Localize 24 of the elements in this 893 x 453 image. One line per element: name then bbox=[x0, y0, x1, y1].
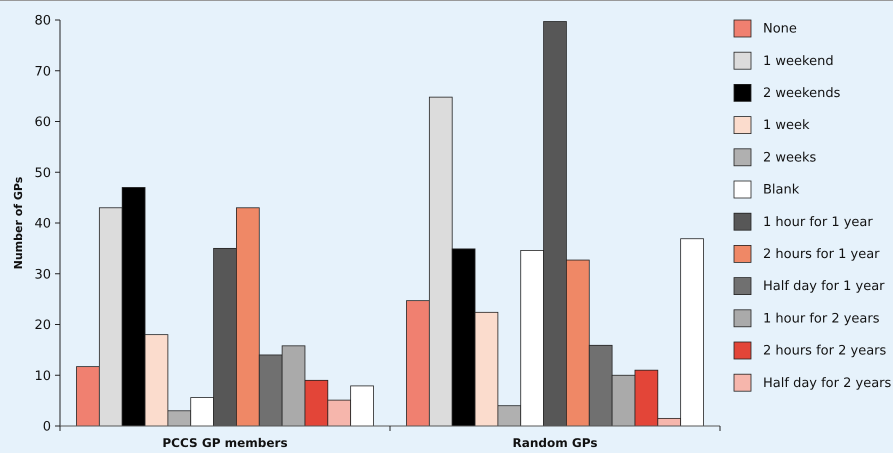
legend-label: 1 hour for 2 years bbox=[763, 311, 880, 326]
legend-label: Half day for 1 year bbox=[763, 279, 886, 294]
y-tick-label: 60 bbox=[34, 115, 51, 130]
y-tick-label: 40 bbox=[34, 216, 51, 232]
legend-label: 2 hours for 1 year bbox=[763, 246, 880, 262]
legend-label: 2 weekends bbox=[763, 86, 841, 101]
y-tick-label: 70 bbox=[34, 64, 51, 80]
y-tick-label: 20 bbox=[34, 318, 51, 334]
y-tick-label: 80 bbox=[34, 14, 51, 29]
legend-label: 2 weeks bbox=[763, 150, 817, 166]
y-axis-title: Number of GPs bbox=[12, 176, 25, 270]
y-tick-label: 10 bbox=[34, 368, 51, 384]
y-tick-label: 30 bbox=[34, 267, 51, 282]
y-tick-label: 50 bbox=[34, 166, 51, 181]
legend-label: 1 hour for 1 year bbox=[763, 214, 874, 230]
legend-label: Blank bbox=[763, 182, 800, 198]
x-tick-label: Random GPs bbox=[512, 436, 598, 450]
legend-label: 1 week bbox=[763, 118, 810, 134]
x-tick-label: PCCS GP members bbox=[162, 436, 288, 450]
legend-label: None bbox=[763, 22, 797, 37]
y-tick-label: 0 bbox=[42, 420, 51, 435]
legend-label: 1 weekend bbox=[763, 54, 834, 69]
legend-label: Half day for 2 years bbox=[763, 376, 892, 391]
legend-label: 2 hours for 2 years bbox=[763, 344, 886, 359]
